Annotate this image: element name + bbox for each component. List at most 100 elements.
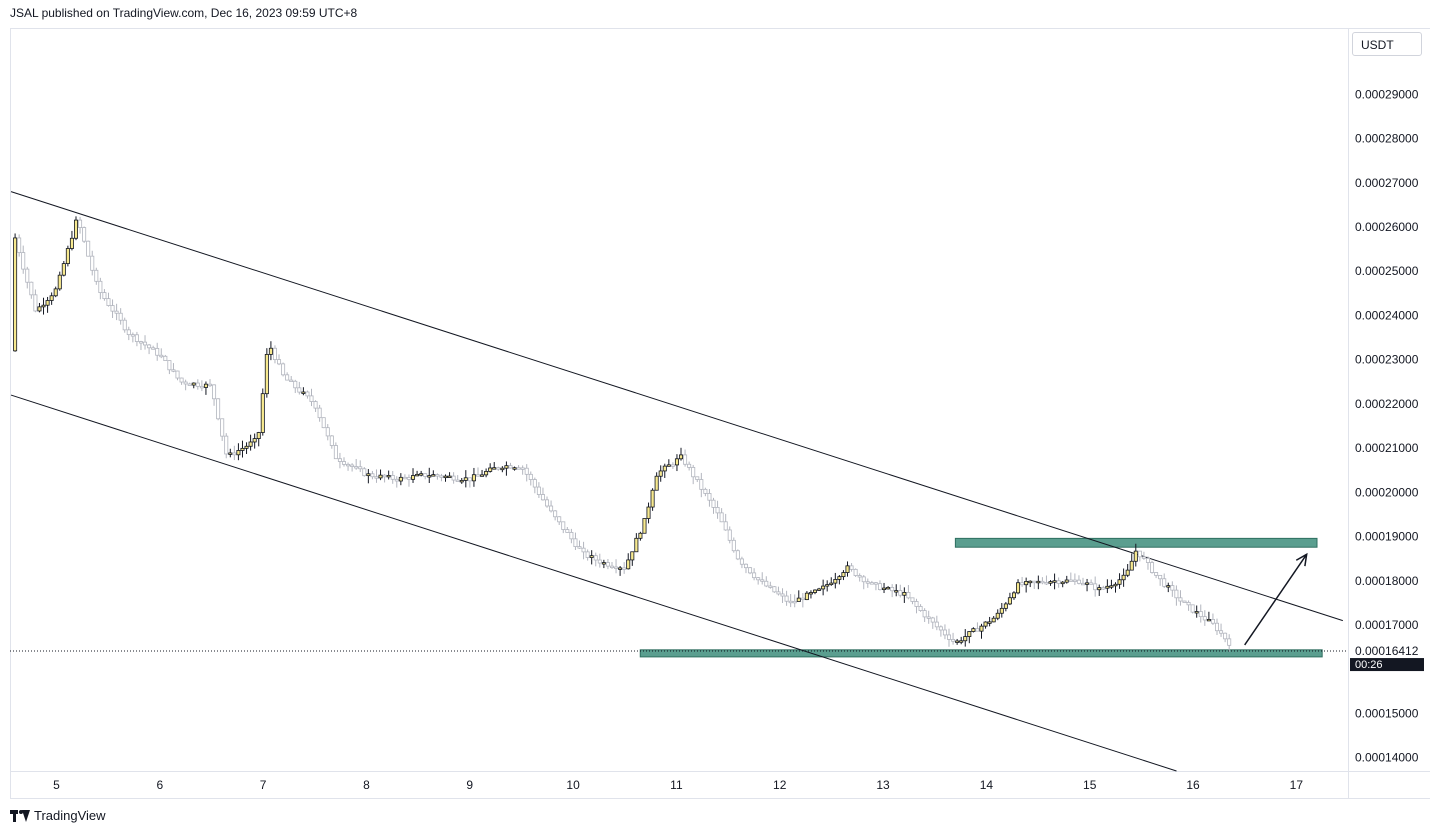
- candle: [784, 590, 789, 606]
- candle-body: [869, 582, 874, 585]
- candle-body: [305, 391, 310, 397]
- candle: [593, 552, 598, 567]
- candle-body: [195, 382, 200, 387]
- candle: [195, 379, 200, 390]
- candle: [833, 572, 838, 589]
- candle: [82, 226, 87, 243]
- candle: [683, 449, 688, 467]
- candle: [1101, 585, 1106, 591]
- candle-body: [833, 579, 838, 584]
- candle: [1044, 575, 1049, 585]
- candle-body: [228, 452, 233, 455]
- candle: [260, 388, 265, 436]
- candle-body: [500, 467, 505, 471]
- candle: [484, 468, 489, 478]
- candle: [1024, 577, 1029, 593]
- candle-body: [817, 588, 822, 591]
- candle-body: [415, 473, 420, 477]
- candle-body: [1121, 574, 1126, 581]
- candle: [735, 549, 740, 561]
- candle-body: [224, 435, 229, 455]
- candle-body: [589, 555, 594, 558]
- candle: [626, 553, 631, 570]
- candle: [512, 466, 517, 471]
- candle: [1198, 604, 1203, 623]
- candle-body: [1044, 582, 1049, 585]
- candle: [890, 584, 895, 598]
- candle-body: [232, 452, 237, 456]
- candle: [98, 277, 103, 300]
- candle: [951, 632, 956, 645]
- candle: [212, 384, 217, 406]
- candle-body: [979, 625, 984, 632]
- candle: [467, 477, 472, 488]
- candle: [764, 576, 769, 588]
- candle: [650, 488, 655, 511]
- candle-body: [65, 248, 70, 264]
- y-tick-label: 0.00021000: [1355, 441, 1419, 455]
- candle-body: [289, 379, 294, 383]
- candle-body: [199, 385, 204, 389]
- candle-body: [333, 445, 338, 460]
- candle: [439, 473, 444, 482]
- candle: [1028, 580, 1033, 588]
- candle: [492, 462, 497, 470]
- candle: [114, 303, 119, 321]
- candle: [662, 463, 667, 478]
- candle: [1113, 582, 1118, 593]
- candle: [983, 621, 988, 629]
- candle-body: [402, 476, 407, 480]
- candle: [447, 472, 452, 478]
- candle: [110, 299, 115, 318]
- y-tick-label: 0.00023000: [1355, 353, 1419, 367]
- x-tick-label: 7: [260, 778, 267, 792]
- candle-body: [341, 461, 346, 465]
- candle-body: [1202, 616, 1207, 621]
- candle: [61, 260, 66, 277]
- candle: [1178, 590, 1183, 606]
- candle-body: [642, 518, 647, 534]
- candle: [248, 434, 253, 451]
- candle: [1210, 613, 1215, 625]
- candle: [622, 562, 627, 574]
- candle-body: [1081, 582, 1086, 586]
- candle-body: [1162, 578, 1167, 587]
- candle: [877, 580, 882, 591]
- x-tick-label: 6: [156, 778, 163, 792]
- candle-body: [171, 369, 176, 372]
- candle-body: [354, 466, 359, 469]
- candle-body: [553, 510, 558, 518]
- candle-body: [1056, 580, 1061, 584]
- candle-body: [561, 521, 566, 530]
- candle: [926, 610, 931, 624]
- candle-body: [837, 576, 842, 580]
- candle: [41, 297, 46, 315]
- candle-body: [1064, 579, 1069, 583]
- candle: [1186, 600, 1191, 611]
- candle-body: [1109, 585, 1114, 588]
- candle: [293, 379, 298, 394]
- candle: [995, 609, 1000, 621]
- candle: [796, 590, 801, 602]
- candle: [17, 234, 22, 257]
- candle: [207, 379, 212, 388]
- candle-body: [155, 348, 160, 356]
- candle-body: [260, 393, 265, 433]
- candle: [516, 465, 521, 470]
- candle: [1097, 584, 1102, 596]
- candle-body: [293, 380, 298, 389]
- y-tick-label: 0.00015000: [1355, 707, 1419, 721]
- candle: [902, 587, 907, 603]
- current-price-value: 0.00016412: [1355, 644, 1419, 658]
- currency-selector[interactable]: USDT: [1352, 32, 1422, 56]
- candle-body: [1097, 587, 1102, 591]
- candle-body: [605, 562, 610, 567]
- candle: [480, 469, 485, 477]
- candle: [329, 435, 334, 449]
- candle: [143, 335, 148, 350]
- candle-body: [1137, 550, 1142, 558]
- candle: [605, 558, 610, 570]
- candle: [1150, 560, 1155, 574]
- footer[interactable]: TradingView: [10, 808, 106, 823]
